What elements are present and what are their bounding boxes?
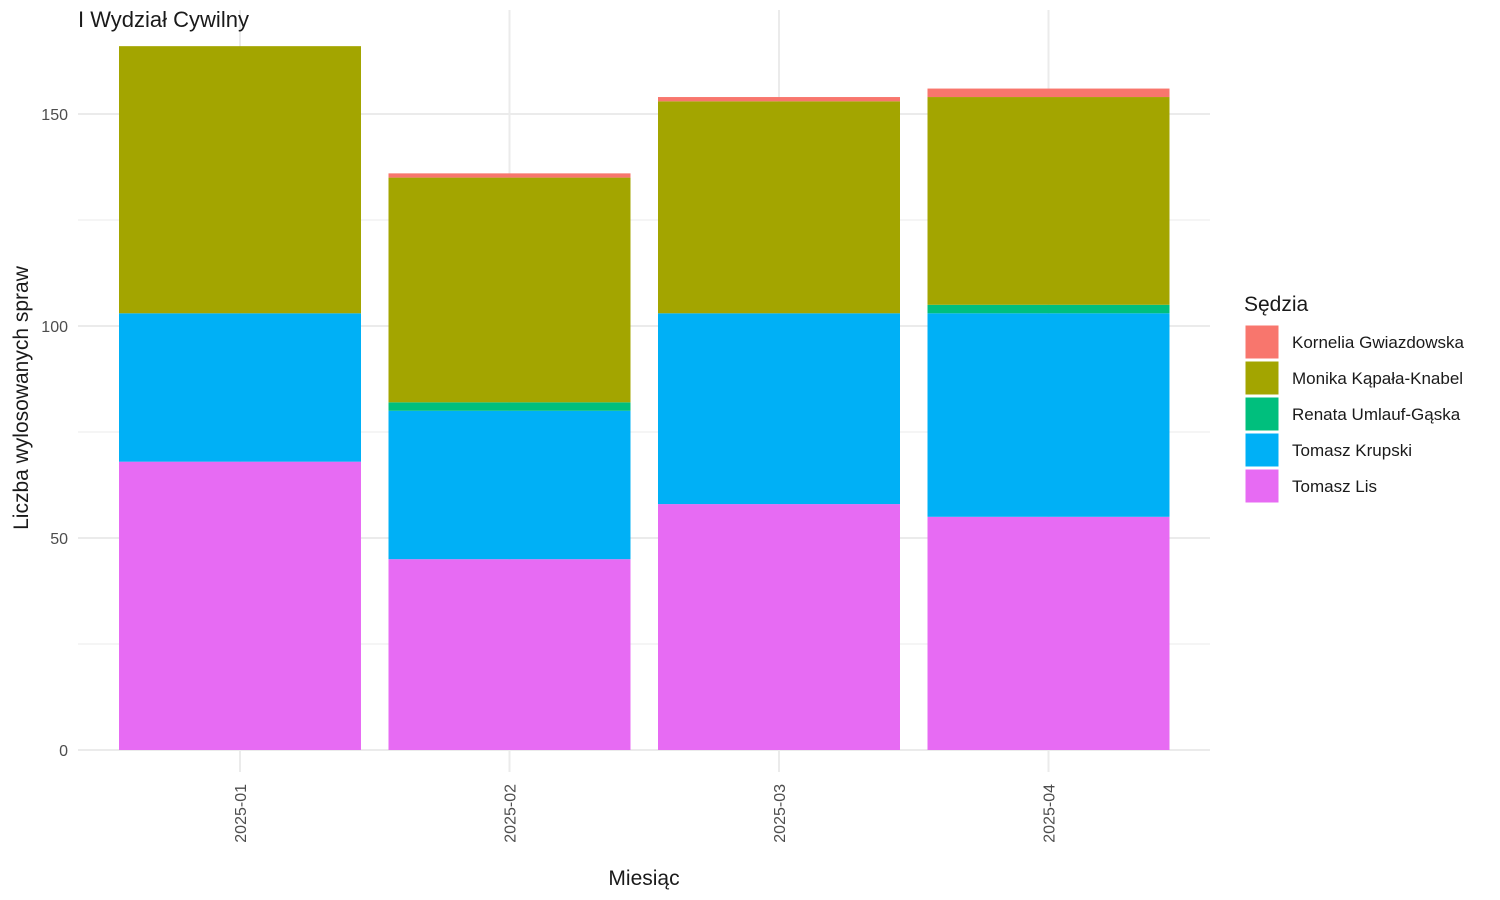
- x-axis-ticks: 2025-01 2025-02 2025-03 2025-04: [233, 784, 1059, 843]
- bar-segment: [388, 559, 631, 750]
- legend-key: [1244, 360, 1280, 396]
- x-axis-title: Miesiąc: [608, 867, 679, 890]
- legend-label: Renata Umlauf-Gąska: [1292, 405, 1461, 424]
- bar-segment: [927, 97, 1170, 305]
- bar-segment: [388, 173, 631, 178]
- bar-segment: [119, 461, 361, 750]
- bar-segment: [388, 402, 631, 411]
- bar-segment: [927, 313, 1170, 517]
- bar-stack-2025-04: [927, 88, 1170, 750]
- y-tick-label: 0: [59, 743, 68, 760]
- legend-key: [1244, 468, 1280, 504]
- bar-segment: [927, 88, 1170, 98]
- legend-label: Tomasz Lis: [1292, 477, 1377, 496]
- bar-segment: [388, 410, 631, 560]
- bar-stack-2025-02: [388, 173, 631, 750]
- bar-segment: [119, 46, 361, 314]
- legend-key: [1244, 396, 1280, 432]
- bar-stack-2025-03: [658, 97, 900, 750]
- legend-label: Kornelia Gwiazdowska: [1292, 333, 1465, 352]
- bar-segment: [927, 304, 1170, 314]
- legend-key: [1244, 324, 1280, 360]
- bar-segment: [658, 101, 900, 314]
- bar-segment: [119, 313, 361, 462]
- x-tick-label: 2025-04: [1042, 784, 1059, 843]
- y-axis-title: Liczba wylosowanych spraw: [10, 265, 33, 530]
- bar-segment: [658, 313, 900, 505]
- x-tick-label: 2025-03: [772, 784, 789, 843]
- legend-key: [1244, 432, 1280, 468]
- chart-title: I Wydział Cywilny: [78, 7, 249, 32]
- bar-segment: [388, 177, 631, 403]
- bar-segment: [658, 97, 900, 102]
- x-tick-label: 2025-02: [503, 784, 520, 843]
- bar-segment: [658, 504, 900, 750]
- y-tick-label: 50: [50, 531, 68, 548]
- legend-title: Sędzia: [1244, 293, 1309, 316]
- bars: [119, 46, 1170, 750]
- bar-segment: [927, 516, 1170, 750]
- y-axis-ticks: 0 50 100 150: [41, 107, 68, 760]
- y-tick-label: 150: [41, 107, 68, 124]
- legend-label: Tomasz Krupski: [1292, 441, 1412, 460]
- x-tick-label: 2025-01: [233, 784, 250, 843]
- legend: Sędzia Kornelia Gwiazdowska Monika Kąpała…: [1244, 293, 1465, 504]
- legend-label: Monika Kąpała-Knabel: [1292, 369, 1463, 388]
- bar-stack-2025-01: [119, 46, 361, 750]
- y-tick-label: 100: [41, 319, 68, 336]
